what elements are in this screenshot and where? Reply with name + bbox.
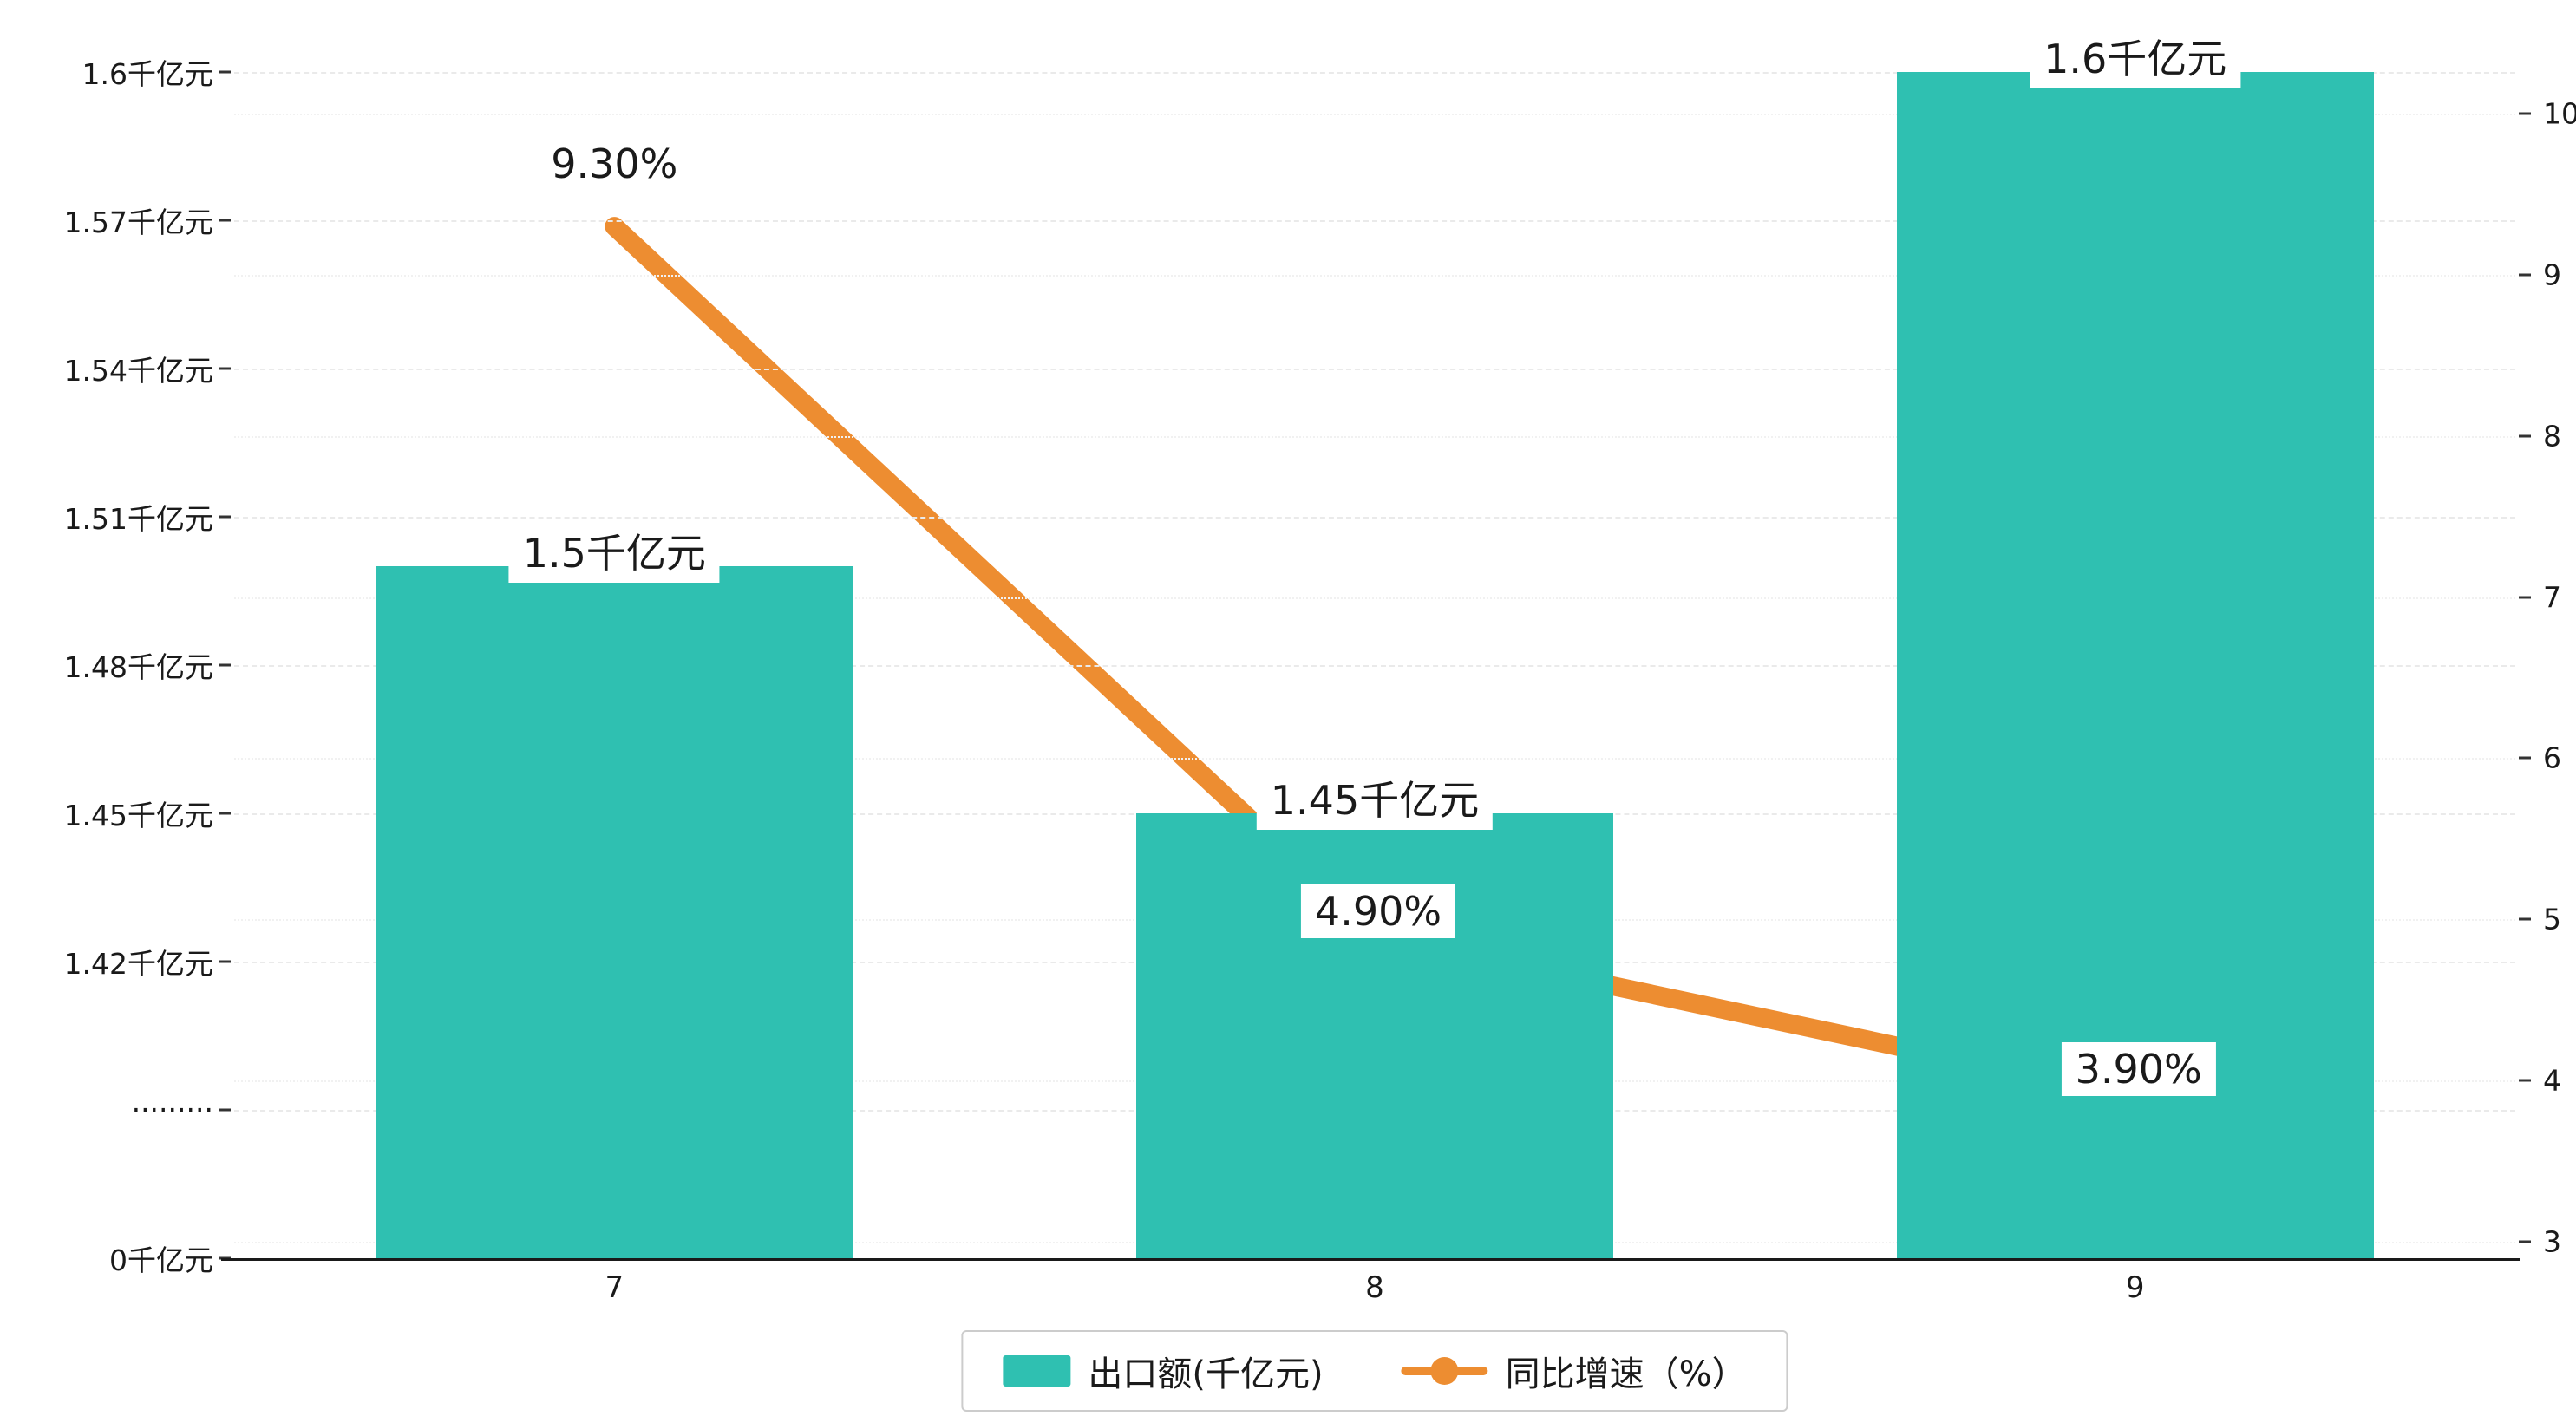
left-axis-tick-mark [219, 70, 231, 74]
right-axis-tick-mark [2519, 1079, 2531, 1082]
bar-value-label: 1.45千亿元 [1256, 766, 1494, 830]
right-axis-tick-mark [2519, 112, 2531, 115]
left-axis-tick-label: 1.45千亿元 [63, 799, 213, 832]
left-axis-tick-label: ········· [131, 1093, 213, 1127]
right-axis-tick-label: 7 [2543, 580, 2561, 615]
right-axis-tick-mark [2519, 596, 2531, 599]
left-axis-tick-label: 1.54千亿元 [63, 354, 213, 388]
right-axis-tick-label: 5 [2543, 902, 2561, 936]
legend-item-growth: 同比增速（%） [1401, 1346, 1747, 1396]
right-axis-tick-mark [2519, 434, 2531, 438]
line-value-label: 9.30% [537, 137, 692, 192]
right-axis-tick-mark [2519, 917, 2531, 921]
gridline [234, 369, 2515, 370]
legend-label-growth: 同比增速（%） [1505, 1354, 1747, 1394]
left-axis-tick-mark [219, 219, 231, 222]
right-axis-tick-mark [2519, 273, 2531, 277]
line-marker-dot [1430, 1357, 1459, 1385]
gridline-minor [234, 114, 2515, 115]
legend-label-export: 出口额(千亿元) [1088, 1354, 1324, 1394]
gridline [234, 72, 2515, 74]
left-axis-tick-mark [219, 812, 231, 815]
left-axis-tick-mark [219, 663, 231, 667]
right-axis-tick-label: 9 [2543, 258, 2561, 292]
x-axis-category-label: 8 [1365, 1270, 1384, 1305]
right-axis-tick-mark [2519, 756, 2531, 760]
x-axis-line [221, 1258, 2520, 1261]
right-axis-tick-label: 3 [2543, 1224, 2561, 1259]
bar [376, 566, 853, 1258]
gridline [234, 220, 2515, 222]
left-axis-tick-mark [219, 960, 231, 963]
left-axis-tick-label: 0千亿元 [109, 1243, 213, 1277]
legend-item-export: 出口额(千亿元) [1003, 1346, 1324, 1396]
left-axis-tick-mark [219, 515, 231, 519]
left-axis-tick-label: 1.48千亿元 [63, 650, 213, 684]
left-axis-tick-label: 1.6千亿元 [82, 57, 213, 91]
right-axis-tick-label: 10 [2543, 96, 2576, 131]
line-value-label: 3.90% [2061, 1041, 2216, 1096]
bar-value-label: 1.5千亿元 [508, 519, 720, 583]
gridline [234, 517, 2515, 519]
right-axis-tick-label: 8 [2543, 419, 2561, 454]
chart-legend: 出口额(千亿元) 同比增速（%） [961, 1330, 1788, 1412]
right-axis-tick-mark [2519, 1240, 2531, 1243]
right-axis-tick-label: 6 [2543, 741, 2561, 775]
gridline-minor [234, 597, 2515, 599]
left-axis-tick-label: 1.57千亿元 [63, 206, 213, 239]
bar-series-swatch [1003, 1355, 1071, 1387]
x-axis-category-label: 9 [2125, 1270, 2145, 1305]
left-axis-tick-mark [219, 367, 231, 370]
right-axis-tick-label: 4 [2543, 1063, 2561, 1098]
gridline-minor [234, 758, 2515, 760]
left-axis-tick-label: 1.51千亿元 [63, 502, 213, 536]
bar-value-label: 1.6千亿元 [2030, 24, 2241, 88]
line-series-marker [1401, 1355, 1488, 1387]
gridline [234, 665, 2515, 667]
gridline-minor [234, 274, 2515, 277]
gridline-minor [234, 435, 2515, 438]
left-axis-tick-label: 1.42千亿元 [63, 947, 213, 981]
x-axis-category-label: 7 [605, 1270, 624, 1305]
left-axis-tick-mark [219, 1108, 231, 1112]
bar [1136, 813, 1613, 1258]
line-value-label: 4.90% [1300, 884, 1456, 938]
